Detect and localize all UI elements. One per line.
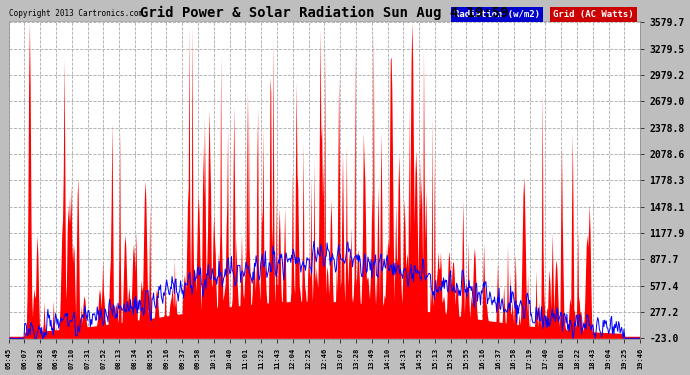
Text: Radiation (w/m2): Radiation (w/m2) bbox=[454, 10, 540, 19]
Text: Copyright 2013 Cartronics.com: Copyright 2013 Cartronics.com bbox=[8, 9, 143, 18]
Text: Grid (AC Watts): Grid (AC Watts) bbox=[553, 10, 634, 19]
Title: Grid Power & Solar Radiation Sun Aug 4 19:59: Grid Power & Solar Radiation Sun Aug 4 1… bbox=[140, 6, 509, 20]
